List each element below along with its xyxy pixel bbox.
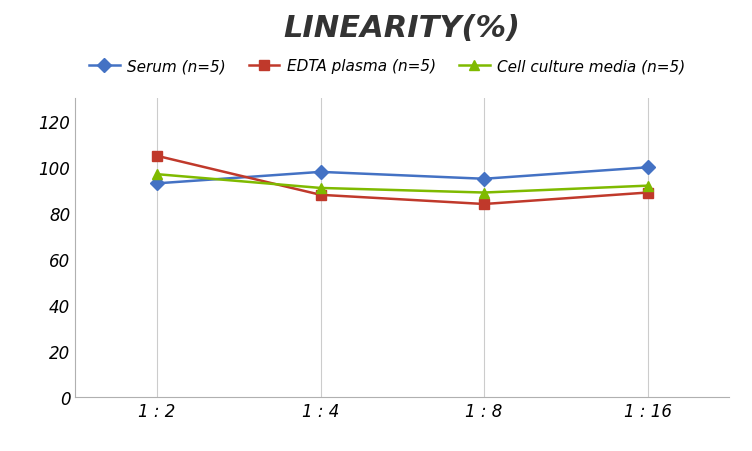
Serum (n=5) (316, 170, 325, 175)
Cell culture media (n=5) (480, 190, 489, 196)
Cell culture media (n=5) (316, 186, 325, 191)
Serum (n=5) (643, 165, 652, 170)
Line: EDTA plasma (n=5): EDTA plasma (n=5) (152, 152, 653, 209)
EDTA plasma (n=5) (153, 154, 162, 159)
Cell culture media (n=5) (153, 172, 162, 178)
Serum (n=5) (480, 177, 489, 182)
Line: Cell culture media (n=5): Cell culture media (n=5) (152, 170, 653, 198)
EDTA plasma (n=5) (643, 190, 652, 196)
Line: Serum (n=5): Serum (n=5) (152, 163, 653, 189)
EDTA plasma (n=5) (316, 193, 325, 198)
Cell culture media (n=5) (643, 184, 652, 189)
Legend: Serum (n=5), EDTA plasma (n=5), Cell culture media (n=5): Serum (n=5), EDTA plasma (n=5), Cell cul… (83, 53, 692, 80)
Title: LINEARITY(%): LINEARITY(%) (284, 14, 521, 43)
EDTA plasma (n=5) (480, 202, 489, 207)
Serum (n=5) (153, 181, 162, 187)
